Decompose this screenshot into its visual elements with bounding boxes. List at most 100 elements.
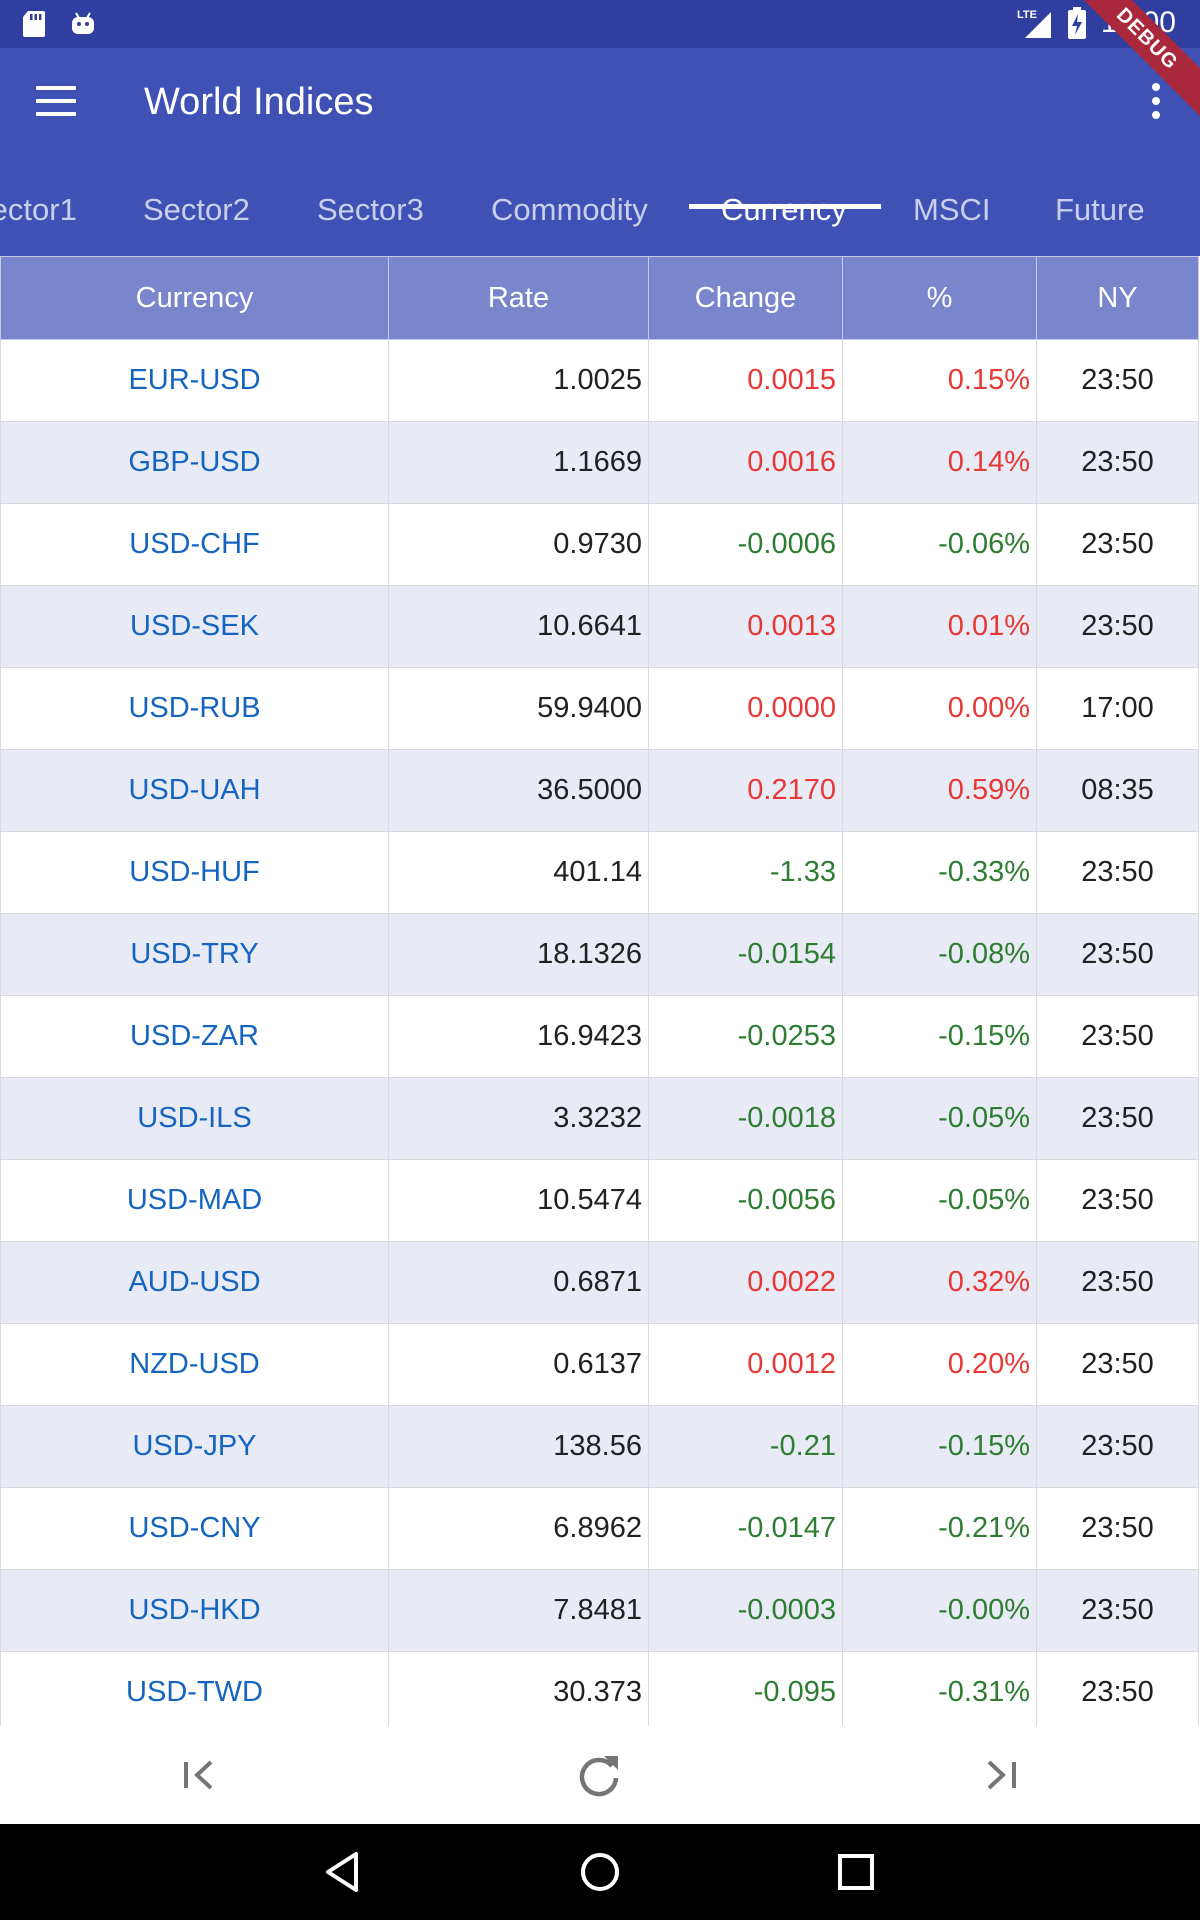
percent-cell: -0.31% (842, 1651, 1037, 1726)
battery-charging-icon (1067, 7, 1086, 39)
currency-cell[interactable]: USD-CNY (0, 1487, 389, 1570)
tab-future[interactable]: Future (1055, 192, 1145, 227)
page-title: World Indices (144, 81, 374, 123)
change-cell: 0.0013 (648, 585, 843, 668)
change-cell: -0.0253 (648, 995, 843, 1078)
last-page-icon[interactable] (975, 1750, 1025, 1800)
table-row[interactable]: NZD-USD 0.6137 0.0012 0.20% 23:50 (0, 1323, 1199, 1406)
table-header-row: Currency Rate Change % NY (0, 256, 1199, 340)
tab-sector2[interactable]: Sector2 (143, 192, 250, 227)
ny-time-cell: 08:35 (1036, 749, 1199, 832)
change-cell: -0.0056 (648, 1159, 843, 1242)
currency-cell[interactable]: GBP-USD (0, 421, 389, 504)
table-row[interactable]: AUD-USD 0.6871 0.0022 0.32% 23:50 (0, 1241, 1199, 1324)
currency-cell[interactable]: NZD-USD (0, 1323, 389, 1406)
currency-cell[interactable]: USD-ILS (0, 1077, 389, 1160)
first-page-icon[interactable] (175, 1750, 225, 1800)
table-row[interactable]: USD-ZAR 16.9423 -0.0253 -0.15% 23:50 (0, 995, 1199, 1078)
network-type-label: LTE (1017, 9, 1037, 21)
ny-time-cell: 23:50 (1036, 421, 1199, 504)
tab-sector1[interactable]: Sector1 (0, 192, 77, 227)
tab-bar: Sector1 Sector2 Sector3 Commodity Curren… (0, 164, 1200, 256)
table-row[interactable]: USD-SEK 10.6641 0.0013 0.01% 23:50 (0, 585, 1199, 668)
table-body: EUR-USD 1.0025 0.0015 0.15% 23:50 GBP-USD 1.16… (0, 339, 1199, 1726)
table-row[interactable]: EUR-USD 1.0025 0.0015 0.15% 23:50 (0, 339, 1199, 422)
home-icon[interactable] (576, 1848, 624, 1896)
table-row[interactable]: USD-CNY 6.8962 -0.0147 -0.21% 23:50 (0, 1487, 1199, 1570)
rate-cell: 0.6871 (388, 1241, 649, 1324)
table-row[interactable]: USD-MAD 10.5474 -0.0056 -0.05% 23:50 (0, 1159, 1199, 1242)
currency-cell[interactable]: USD-CHF (0, 503, 389, 586)
ny-time-cell: 23:50 (1036, 1651, 1199, 1726)
change-cell: -1.33 (648, 831, 843, 914)
table-row[interactable]: USD-JPY 138.56 -0.21 -0.15% 23:50 (0, 1405, 1199, 1488)
percent-cell: 0.00% (842, 667, 1037, 750)
sd-card-icon (23, 11, 45, 37)
change-cell: 0.0022 (648, 1241, 843, 1324)
currency-cell[interactable]: USD-HKD (0, 1569, 389, 1652)
table-row[interactable]: USD-UAH 36.5000 0.2170 0.59% 08:35 (0, 749, 1199, 832)
header-rate[interactable]: Rate (388, 256, 649, 340)
currency-cell[interactable]: EUR-USD (0, 339, 389, 422)
ny-time-cell: 23:50 (1036, 1569, 1199, 1652)
currency-cell[interactable]: USD-TWD (0, 1651, 389, 1726)
rate-cell: 36.5000 (388, 749, 649, 832)
tab-sector3[interactable]: Sector3 (317, 192, 424, 227)
currency-table-container[interactable]: Currency Rate Change % NY EUR-USD 1.0025 0… (0, 256, 1200, 1726)
currency-cell[interactable]: USD-MAD (0, 1159, 389, 1242)
change-cell: 0.0000 (648, 667, 843, 750)
currency-cell[interactable]: USD-JPY (0, 1405, 389, 1488)
header-ny[interactable]: NY (1036, 256, 1199, 340)
android-icon (72, 12, 94, 34)
tab-currency[interactable]: Currency (721, 192, 847, 227)
ny-time-cell: 23:50 (1036, 1159, 1199, 1242)
ny-time-cell: 23:50 (1036, 913, 1199, 996)
rate-cell: 138.56 (388, 1405, 649, 1488)
currency-cell[interactable]: USD-RUB (0, 667, 389, 750)
percent-cell: -0.15% (842, 995, 1037, 1078)
ny-time-cell: 23:50 (1036, 995, 1199, 1078)
table-row[interactable]: USD-TWD 30.373 -0.095 -0.31% 23:50 (0, 1651, 1199, 1726)
currency-cell[interactable]: USD-ZAR (0, 995, 389, 1078)
tab-commodity[interactable]: Commodity (491, 192, 648, 227)
recents-icon[interactable] (832, 1848, 880, 1896)
change-cell: -0.0003 (648, 1569, 843, 1652)
table-row[interactable]: USD-TRY 18.1326 -0.0154 -0.08% 23:50 (0, 913, 1199, 996)
percent-cell: 0.15% (842, 339, 1037, 422)
percent-cell: 0.59% (842, 749, 1037, 832)
header-change[interactable]: Change (648, 256, 843, 340)
tab-indicator (689, 204, 881, 209)
header-currency[interactable]: Currency (0, 256, 389, 340)
refresh-icon[interactable] (574, 1750, 624, 1800)
percent-cell: 0.01% (842, 585, 1037, 668)
currency-cell[interactable]: USD-HUF (0, 831, 389, 914)
table-row[interactable]: USD-ILS 3.3232 -0.0018 -0.05% 23:50 (0, 1077, 1199, 1160)
rate-cell: 401.14 (388, 831, 649, 914)
tab-msci[interactable]: MSCI (913, 192, 991, 227)
signal-icon: LTE (1017, 9, 1051, 38)
rate-cell: 1.1669 (388, 421, 649, 504)
table-row[interactable]: USD-RUB 59.9400 0.0000 0.00% 17:00 (0, 667, 1199, 750)
hamburger-menu-icon[interactable] (36, 86, 76, 116)
more-vert-icon[interactable] (1150, 83, 1162, 123)
percent-cell: 0.32% (842, 1241, 1037, 1324)
ny-time-cell: 23:50 (1036, 1077, 1199, 1160)
ny-time-cell: 17:00 (1036, 667, 1199, 750)
header-percent[interactable]: % (842, 256, 1037, 340)
status-bar: LTE 12:00 (0, 0, 1200, 48)
rate-cell: 10.6641 (388, 585, 649, 668)
currency-cell[interactable]: USD-UAH (0, 749, 389, 832)
currency-cell[interactable]: AUD-USD (0, 1241, 389, 1324)
table-row[interactable]: USD-HUF 401.14 -1.33 -0.33% 23:50 (0, 831, 1199, 914)
ny-time-cell: 23:50 (1036, 1241, 1199, 1324)
table-row[interactable]: GBP-USD 1.1669 0.0016 0.14% 23:50 (0, 421, 1199, 504)
rate-cell: 18.1326 (388, 913, 649, 996)
currency-cell[interactable]: USD-TRY (0, 913, 389, 996)
ny-time-cell: 23:50 (1036, 831, 1199, 914)
table-row[interactable]: USD-CHF 0.9730 -0.0006 -0.06% 23:50 (0, 503, 1199, 586)
currency-cell[interactable]: USD-SEK (0, 585, 389, 668)
table-row[interactable]: USD-HKD 7.8481 -0.0003 -0.00% 23:50 (0, 1569, 1199, 1652)
rate-cell: 1.0025 (388, 339, 649, 422)
back-icon[interactable] (320, 1848, 368, 1896)
system-nav-bar (0, 1824, 1200, 1920)
